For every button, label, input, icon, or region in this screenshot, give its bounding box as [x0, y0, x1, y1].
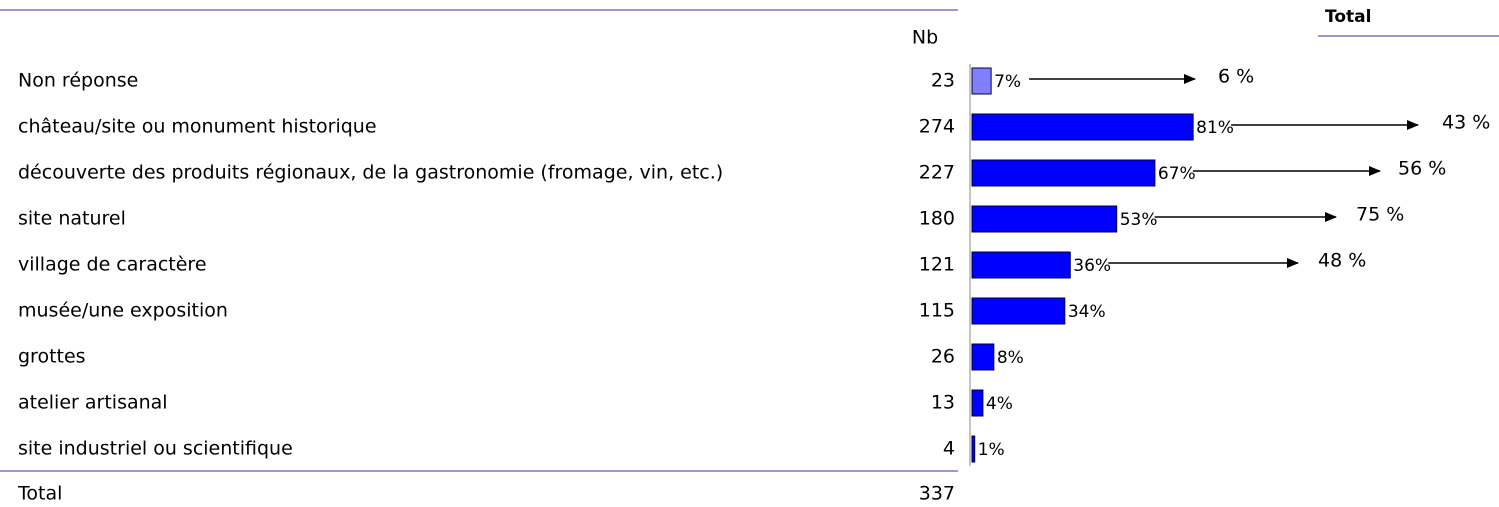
count: 227 [919, 162, 955, 184]
count: 23 [931, 70, 955, 92]
value-label: 7% [994, 72, 1021, 92]
category-label: Non réponse [18, 70, 138, 92]
bar [971, 435, 976, 463]
column-header: Nb [912, 27, 938, 49]
count: 180 [919, 208, 955, 230]
category-label: village de caractère [18, 254, 207, 276]
value-label: 53% [1120, 210, 1158, 230]
total-value: 56 % [1398, 158, 1446, 180]
total-value: 48 % [1318, 250, 1366, 272]
category-label: découverte des produits régionaux, de la… [18, 162, 723, 184]
category-label: site naturel [18, 208, 126, 230]
value-label: 34% [1068, 302, 1106, 322]
bar [971, 159, 1156, 187]
category-label: site industriel ou scientifique [18, 438, 293, 460]
category-label: atelier artisanal [18, 392, 168, 414]
count: 4 [943, 438, 955, 460]
value-label: 4% [986, 394, 1013, 414]
bar [971, 389, 984, 417]
bar [971, 205, 1118, 233]
bar [971, 343, 995, 371]
category-label: musée/une exposition [18, 300, 228, 322]
count: 115 [919, 300, 955, 322]
value-label: 67% [1158, 164, 1196, 184]
total-value: 75 % [1356, 204, 1404, 226]
total-value: 43 % [1442, 112, 1490, 134]
value-label: 81% [1196, 118, 1234, 138]
total-header: Total [1325, 7, 1371, 27]
bar [971, 297, 1066, 325]
total-count: 337 [919, 483, 955, 505]
bar [971, 113, 1194, 141]
count: 26 [931, 346, 955, 368]
value-label: 36% [1073, 256, 1111, 276]
total-value: 6 % [1218, 66, 1254, 88]
value-label: 1% [978, 440, 1005, 460]
count: 13 [931, 392, 955, 414]
category-label: château/site ou monument historique [18, 116, 377, 138]
total-row-label: Total [17, 483, 62, 505]
count: 121 [919, 254, 955, 276]
bar [971, 67, 992, 95]
value-label: 8% [997, 348, 1024, 368]
count: 274 [919, 116, 955, 138]
bar [971, 251, 1071, 279]
category-label: grottes [18, 346, 86, 368]
